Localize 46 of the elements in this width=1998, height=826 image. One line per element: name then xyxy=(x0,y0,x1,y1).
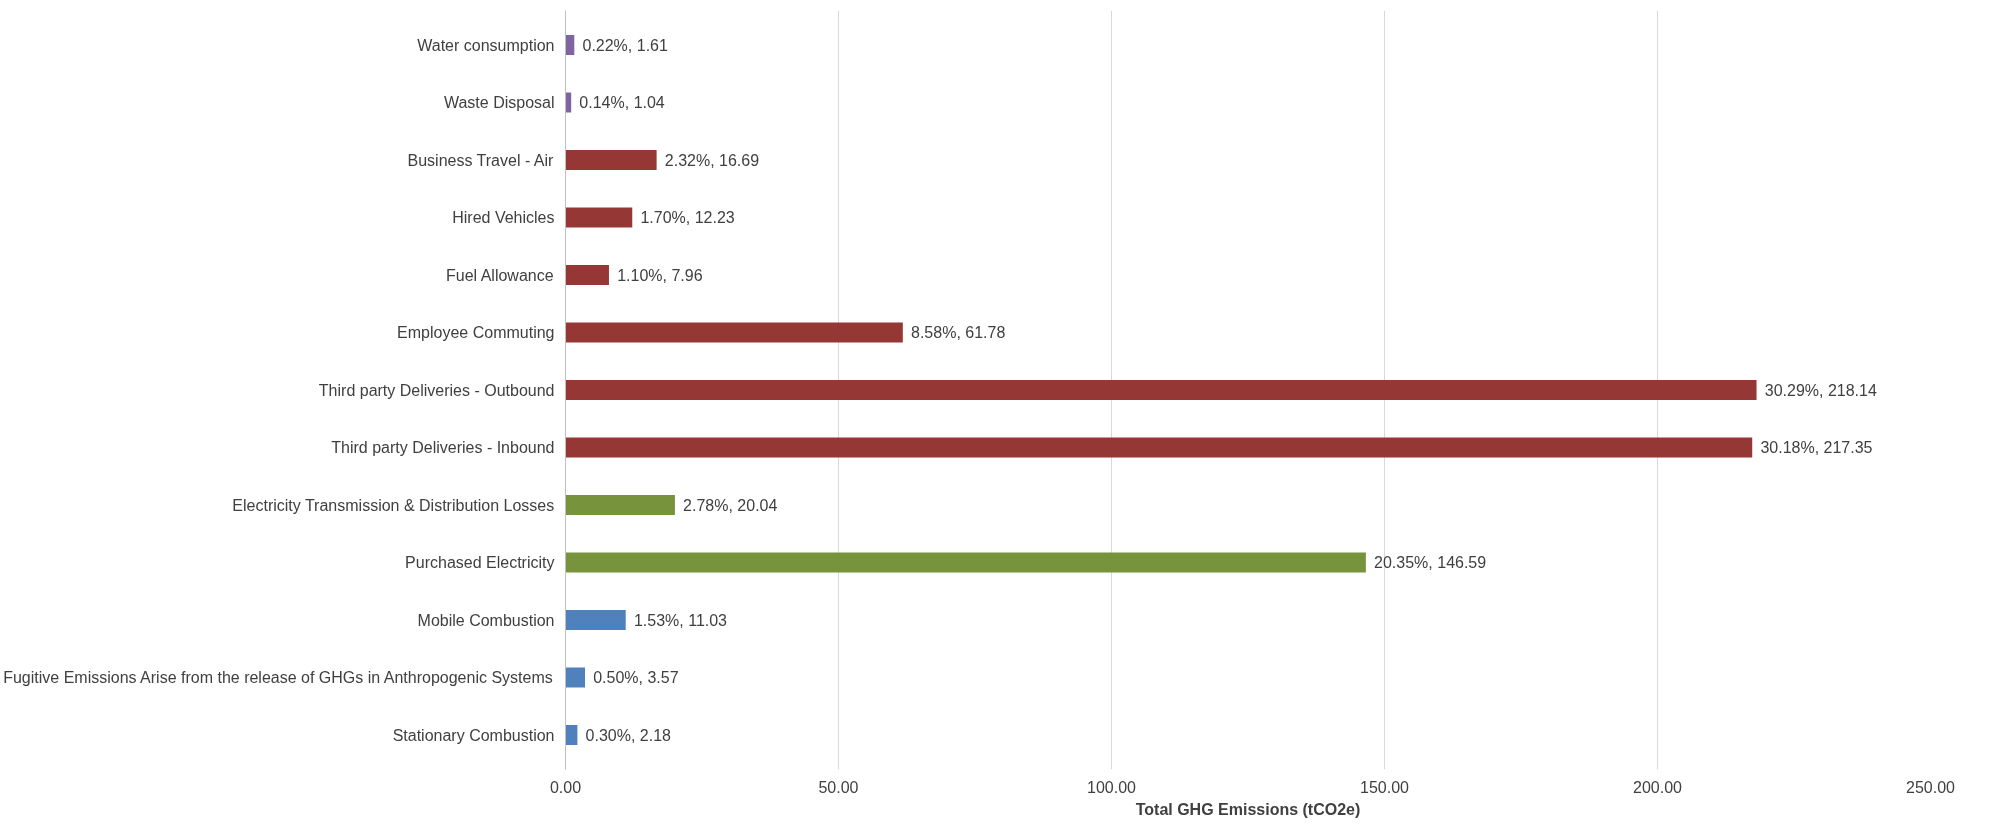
bar xyxy=(565,264,609,286)
bar xyxy=(565,437,1753,458)
y-tick-label: Third party Deliveries - Inbound xyxy=(331,439,555,456)
bar xyxy=(565,322,903,343)
x-tick-label: 100.00 xyxy=(1087,778,1137,796)
y-tick-label: Waste Disposal xyxy=(443,94,555,111)
data-label: 0.50%, 3.57 xyxy=(593,669,679,686)
x-tick-label: 50.00 xyxy=(818,778,859,796)
y-tick-label: Business Travel - Air xyxy=(407,151,554,169)
data-label: 30.18%, 217.35 xyxy=(1760,439,1873,456)
y-tick-label: Purchased Electricity xyxy=(405,554,555,571)
data-label: 1.53%, 11.03 xyxy=(633,611,728,629)
x-tick-label: 150.00 xyxy=(1360,778,1410,796)
data-label: 1.10%, 7.96 xyxy=(617,266,703,284)
bar xyxy=(565,667,585,688)
x-axis-title: Total GHG Emissions (tCO2e) xyxy=(1135,800,1361,818)
data-label: 2.78%, 20.04 xyxy=(683,496,778,514)
bar xyxy=(565,552,1366,573)
bar xyxy=(565,92,572,113)
y-tick-label: Fugitive Emissions Arise from the release of GHGs in Anthropogenic Systems xyxy=(3,669,553,686)
y-tick-label: Employee Commuting xyxy=(397,324,555,341)
bar xyxy=(565,609,626,631)
bar xyxy=(565,494,675,516)
y-tick-label: Stationary Combustion xyxy=(392,726,555,744)
bar xyxy=(565,34,575,56)
data-label: 0.14%, 1.04 xyxy=(579,94,665,111)
bar xyxy=(565,149,657,171)
data-label: 2.32%, 16.69 xyxy=(664,151,760,169)
data-label: 1.70%, 12.23 xyxy=(640,209,735,226)
y-tick-label: Electricity Transmission & Distribution Losses xyxy=(232,496,555,514)
y-tick-label: Fuel Allowance xyxy=(446,266,554,284)
y-tick-label: Third party Deliveries - Outbound xyxy=(318,381,555,399)
data-label: 0.22%, 1.61 xyxy=(582,36,668,54)
bar xyxy=(565,207,633,228)
x-tick-label: 0.00 xyxy=(549,778,582,796)
x-tick-label: 250.00 xyxy=(1906,778,1956,796)
bar xyxy=(565,724,578,746)
data-label: 30.29%, 218.14 xyxy=(1764,381,1877,399)
y-tick-label: Hired Vehicles xyxy=(452,209,555,226)
data-label: 8.58%, 61.78 xyxy=(911,324,1006,341)
y-tick-label: Mobile Combustion xyxy=(417,611,555,629)
bar xyxy=(565,379,1757,401)
y-tick-label: Water consumption xyxy=(417,36,555,54)
x-tick-label: 200.00 xyxy=(1633,778,1683,796)
data-label: 0.30%, 2.18 xyxy=(585,726,672,744)
data-label: 20.35%, 146.59 xyxy=(1374,554,1487,571)
